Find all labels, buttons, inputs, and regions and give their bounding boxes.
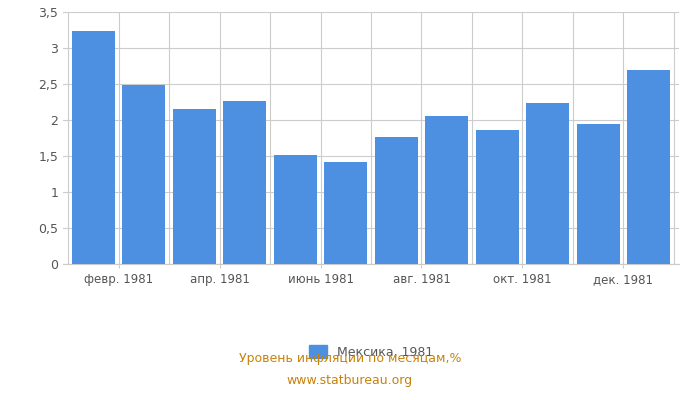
Bar — [577, 124, 620, 264]
Bar — [426, 116, 468, 264]
Text: Уровень инфляции по месяцам,%: Уровень инфляции по месяцам,% — [239, 352, 461, 365]
Bar — [324, 162, 368, 264]
Legend: Мексика, 1981: Мексика, 1981 — [304, 340, 438, 364]
Bar — [274, 154, 316, 264]
Text: www.statbureau.org: www.statbureau.org — [287, 374, 413, 387]
Bar — [627, 70, 670, 264]
Bar — [72, 32, 115, 264]
Bar — [223, 100, 266, 264]
Bar — [173, 109, 216, 264]
Bar — [476, 130, 519, 264]
Bar — [374, 137, 418, 264]
Bar — [122, 86, 165, 264]
Bar — [526, 103, 569, 264]
